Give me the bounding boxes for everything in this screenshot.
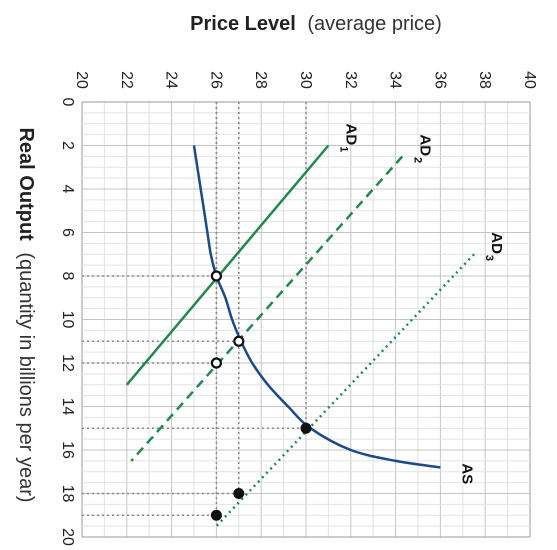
series-label-ad2: AD2: [411, 134, 433, 163]
series-line-ad3: [215, 253, 475, 527]
price-tick-label: 34: [387, 71, 404, 89]
price-tick-label: 22: [118, 71, 135, 89]
curves: [125, 144, 475, 527]
output-tick-label: 20: [59, 528, 76, 546]
output-tick-label: 8: [59, 272, 76, 281]
series-label-main: AD: [416, 134, 433, 156]
output-tick-label: 14: [59, 398, 76, 416]
output-tick-label: 2: [59, 141, 76, 150]
price-tick-label: 30: [297, 71, 314, 89]
series-label-as: AS: [458, 463, 475, 484]
output-tick-label: 10: [59, 311, 76, 329]
output-axis-title-rest: (quantity in billions per year): [15, 252, 37, 502]
series-label-ad3: AD3: [483, 232, 505, 261]
grid: [81, 101, 531, 538]
output-axis-title-bold: Real Output: [15, 127, 37, 241]
price-tick-label: 32: [342, 71, 359, 89]
output-axis-title: Real Output (quantity in billions per ye…: [15, 127, 37, 502]
price-axis-title: Price Level (average price): [190, 13, 442, 35]
price-axis-title-bold: Price Level: [190, 13, 296, 35]
series-label-main: AD: [342, 124, 359, 146]
price-tick-label: 26: [207, 71, 224, 89]
price-tick-label: 20: [73, 71, 90, 89]
price-tick-label: 38: [476, 71, 493, 89]
series-label-subscript: 1: [337, 146, 349, 152]
price-axis-title-rest: (average price): [307, 13, 442, 35]
series-line-ad1: [125, 144, 330, 386]
price-tick-label: 24: [163, 71, 180, 89]
price-tick-label: 40: [521, 71, 538, 89]
output-tick-label: 0: [59, 98, 76, 107]
point-open: [233, 335, 245, 347]
output-tick-label: 18: [59, 485, 76, 503]
point-filled: [210, 509, 222, 521]
price-tick-label: 28: [252, 71, 269, 89]
output-tick-label: 6: [59, 228, 76, 237]
series-label-ad1: AD1: [337, 124, 359, 153]
series-label-subscript: 3: [483, 255, 495, 261]
guide-lines: [82, 102, 307, 516]
price-tick-label: 36: [431, 71, 448, 89]
point-open: [210, 357, 222, 369]
point-filled: [233, 488, 245, 499]
series-label-subscript: 2: [411, 157, 423, 163]
series-label-main: AS: [458, 463, 475, 484]
series-line-ad2: [130, 155, 404, 462]
series-label-main: AD: [488, 232, 505, 254]
output-tick-label: 12: [59, 354, 76, 372]
point-filled: [300, 422, 312, 434]
output-tick-label: 16: [59, 441, 76, 459]
series-line-as: [192, 145, 441, 469]
equilibrium-points: [210, 270, 312, 521]
point-open: [210, 270, 222, 282]
output-tick-label: 4: [59, 185, 76, 194]
